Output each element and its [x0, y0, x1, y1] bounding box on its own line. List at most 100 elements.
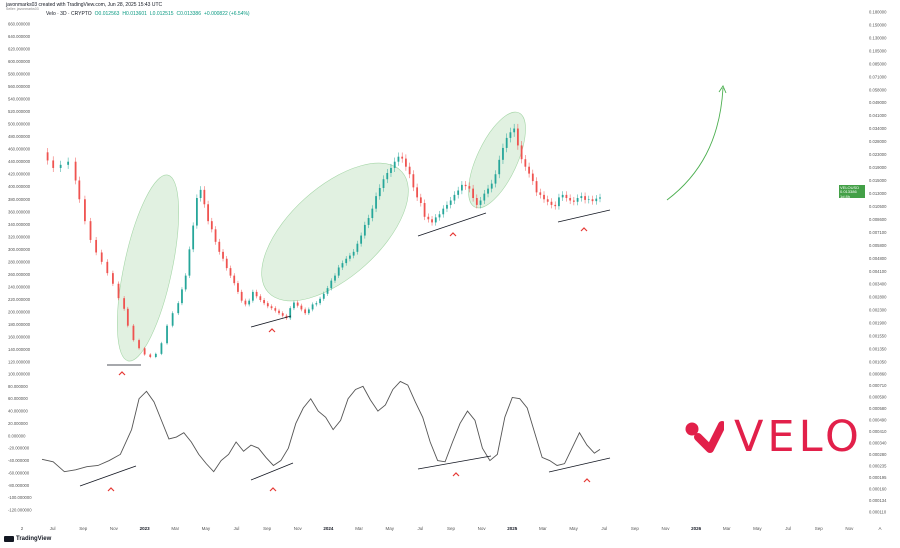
left-axis-tick: 360.000000	[8, 209, 31, 214]
x-axis-tick: Jul	[417, 526, 423, 531]
candle-body	[479, 200, 482, 205]
x-axis-tick: 2026	[691, 526, 702, 531]
left-axis-tick: 480.000000	[8, 134, 31, 139]
chart-creator-line: javonmarks03 created with TradingView.co…	[6, 2, 163, 8]
x-axis-tick: Sep	[263, 526, 272, 531]
candle-body	[218, 241, 221, 252]
right-axis-tick: 0.010500	[869, 204, 887, 209]
candle-body	[561, 194, 564, 198]
candle-body	[431, 219, 433, 223]
x-axis-tick: May	[753, 526, 762, 531]
candle-body	[160, 343, 163, 354]
osc-right-tick: 0.000410	[869, 429, 887, 434]
candle-body	[255, 291, 258, 297]
caret-up-icon	[118, 371, 126, 376]
candle-body	[367, 218, 370, 225]
right-axis-tick: 0.130000	[869, 35, 887, 40]
candle-body	[531, 173, 534, 182]
legend-symbol[interactable]: Velo · 3D · CRYPTO	[46, 11, 92, 17]
candle-body	[100, 252, 103, 262]
candle-body	[95, 239, 98, 253]
right-axis-tick: 0.008600	[869, 217, 887, 222]
right-axis-tick: 0.028000	[869, 139, 887, 144]
candle-body	[300, 305, 303, 310]
candle-body	[539, 192, 542, 195]
candle-body	[382, 179, 385, 188]
left-axis-tick: 440.000000	[8, 159, 31, 164]
x-axis-tick: Jul	[234, 526, 240, 531]
x-axis-tick: Jul	[601, 526, 607, 531]
candle-body	[166, 325, 168, 344]
candle-body	[352, 251, 355, 256]
tradingview-label: TradingView	[16, 536, 52, 542]
caret-up-icon	[583, 478, 591, 483]
candle-body	[472, 188, 474, 199]
symbol-legend: Velo · 3D · CRYPTO O0.012563 H0.013601 L…	[46, 11, 250, 17]
candle-body	[438, 214, 441, 218]
candle-body	[67, 161, 70, 165]
candle-body	[457, 190, 460, 195]
candle-body	[408, 166, 411, 175]
candle-body	[390, 167, 392, 173]
left-axis-tick: 500.000000	[8, 122, 31, 127]
x-axis-tick: 2023	[140, 526, 151, 531]
candle-body	[345, 258, 348, 264]
candle-body	[171, 313, 174, 326]
x-axis-tick: 2025	[507, 526, 518, 531]
trend-arrow-icon	[666, 87, 724, 201]
osc-axis-tick: -120.000000	[8, 508, 32, 513]
osc-right-tick: 0.000280	[869, 452, 887, 457]
candle-body	[341, 263, 344, 268]
candle-body	[266, 303, 269, 307]
right-axis-tick: 0.001050	[869, 360, 887, 365]
right-axis-tick: 0.004100	[869, 269, 887, 274]
candle-body	[460, 184, 463, 191]
candle-body	[498, 159, 501, 175]
right-axis-tick: 0.001900	[869, 321, 887, 326]
right-axis-tick: 0.180000	[869, 10, 887, 15]
tradingview-logo-icon	[4, 536, 14, 542]
left-axis-tick: 320.000000	[8, 234, 31, 239]
left-axis-tick: 240.000000	[8, 284, 31, 289]
candle-body	[558, 197, 560, 207]
support-trendline	[417, 212, 487, 237]
cycle-ellipse	[117, 174, 179, 362]
osc-right-tick: 0.000590	[869, 395, 887, 400]
x-axis-tick: Nov	[294, 526, 303, 531]
right-axis-tick: 0.013000	[869, 191, 887, 196]
candle-body	[449, 200, 452, 205]
velo-logo-icon	[685, 421, 724, 453]
left-axis-tick: 600.000000	[8, 59, 31, 64]
candle-body	[237, 283, 239, 292]
candle-body	[587, 199, 590, 200]
osc-right-tick: 0.000160	[869, 487, 887, 492]
x-axis-tick: Nov	[110, 526, 119, 531]
candle-body	[123, 298, 126, 309]
oscillator-trendline	[548, 457, 611, 473]
x-axis-tick: Mar	[355, 526, 363, 531]
candle-body	[315, 303, 318, 305]
left-axis-tick: 200.000000	[8, 309, 31, 314]
candle-body	[46, 152, 49, 161]
candle-body	[233, 275, 236, 284]
right-axis-tick: 0.019000	[869, 165, 887, 170]
price-tag-price: 0.013386	[840, 189, 857, 195]
x-axis-tick: Mar	[539, 526, 547, 531]
left-axis-tick: 520.000000	[8, 109, 31, 114]
osc-right-tick: 0.000134	[869, 498, 887, 503]
tradingview-brand[interactable]: TradingView	[4, 536, 51, 542]
caret-up-icon	[269, 487, 277, 492]
candle-body	[74, 161, 77, 181]
candle-body	[126, 308, 129, 326]
candle-body	[210, 221, 213, 230]
candle-body	[490, 183, 493, 189]
osc-right-tick: 0.000340	[869, 441, 887, 446]
candle-body	[311, 304, 314, 310]
right-axis-tick: 0.002300	[869, 308, 887, 313]
oscillator-line	[41, 380, 601, 473]
candle-body	[322, 293, 325, 299]
candle-body	[393, 161, 396, 168]
x-axis-tick: Mar	[171, 526, 179, 531]
candle-body	[412, 174, 415, 188]
